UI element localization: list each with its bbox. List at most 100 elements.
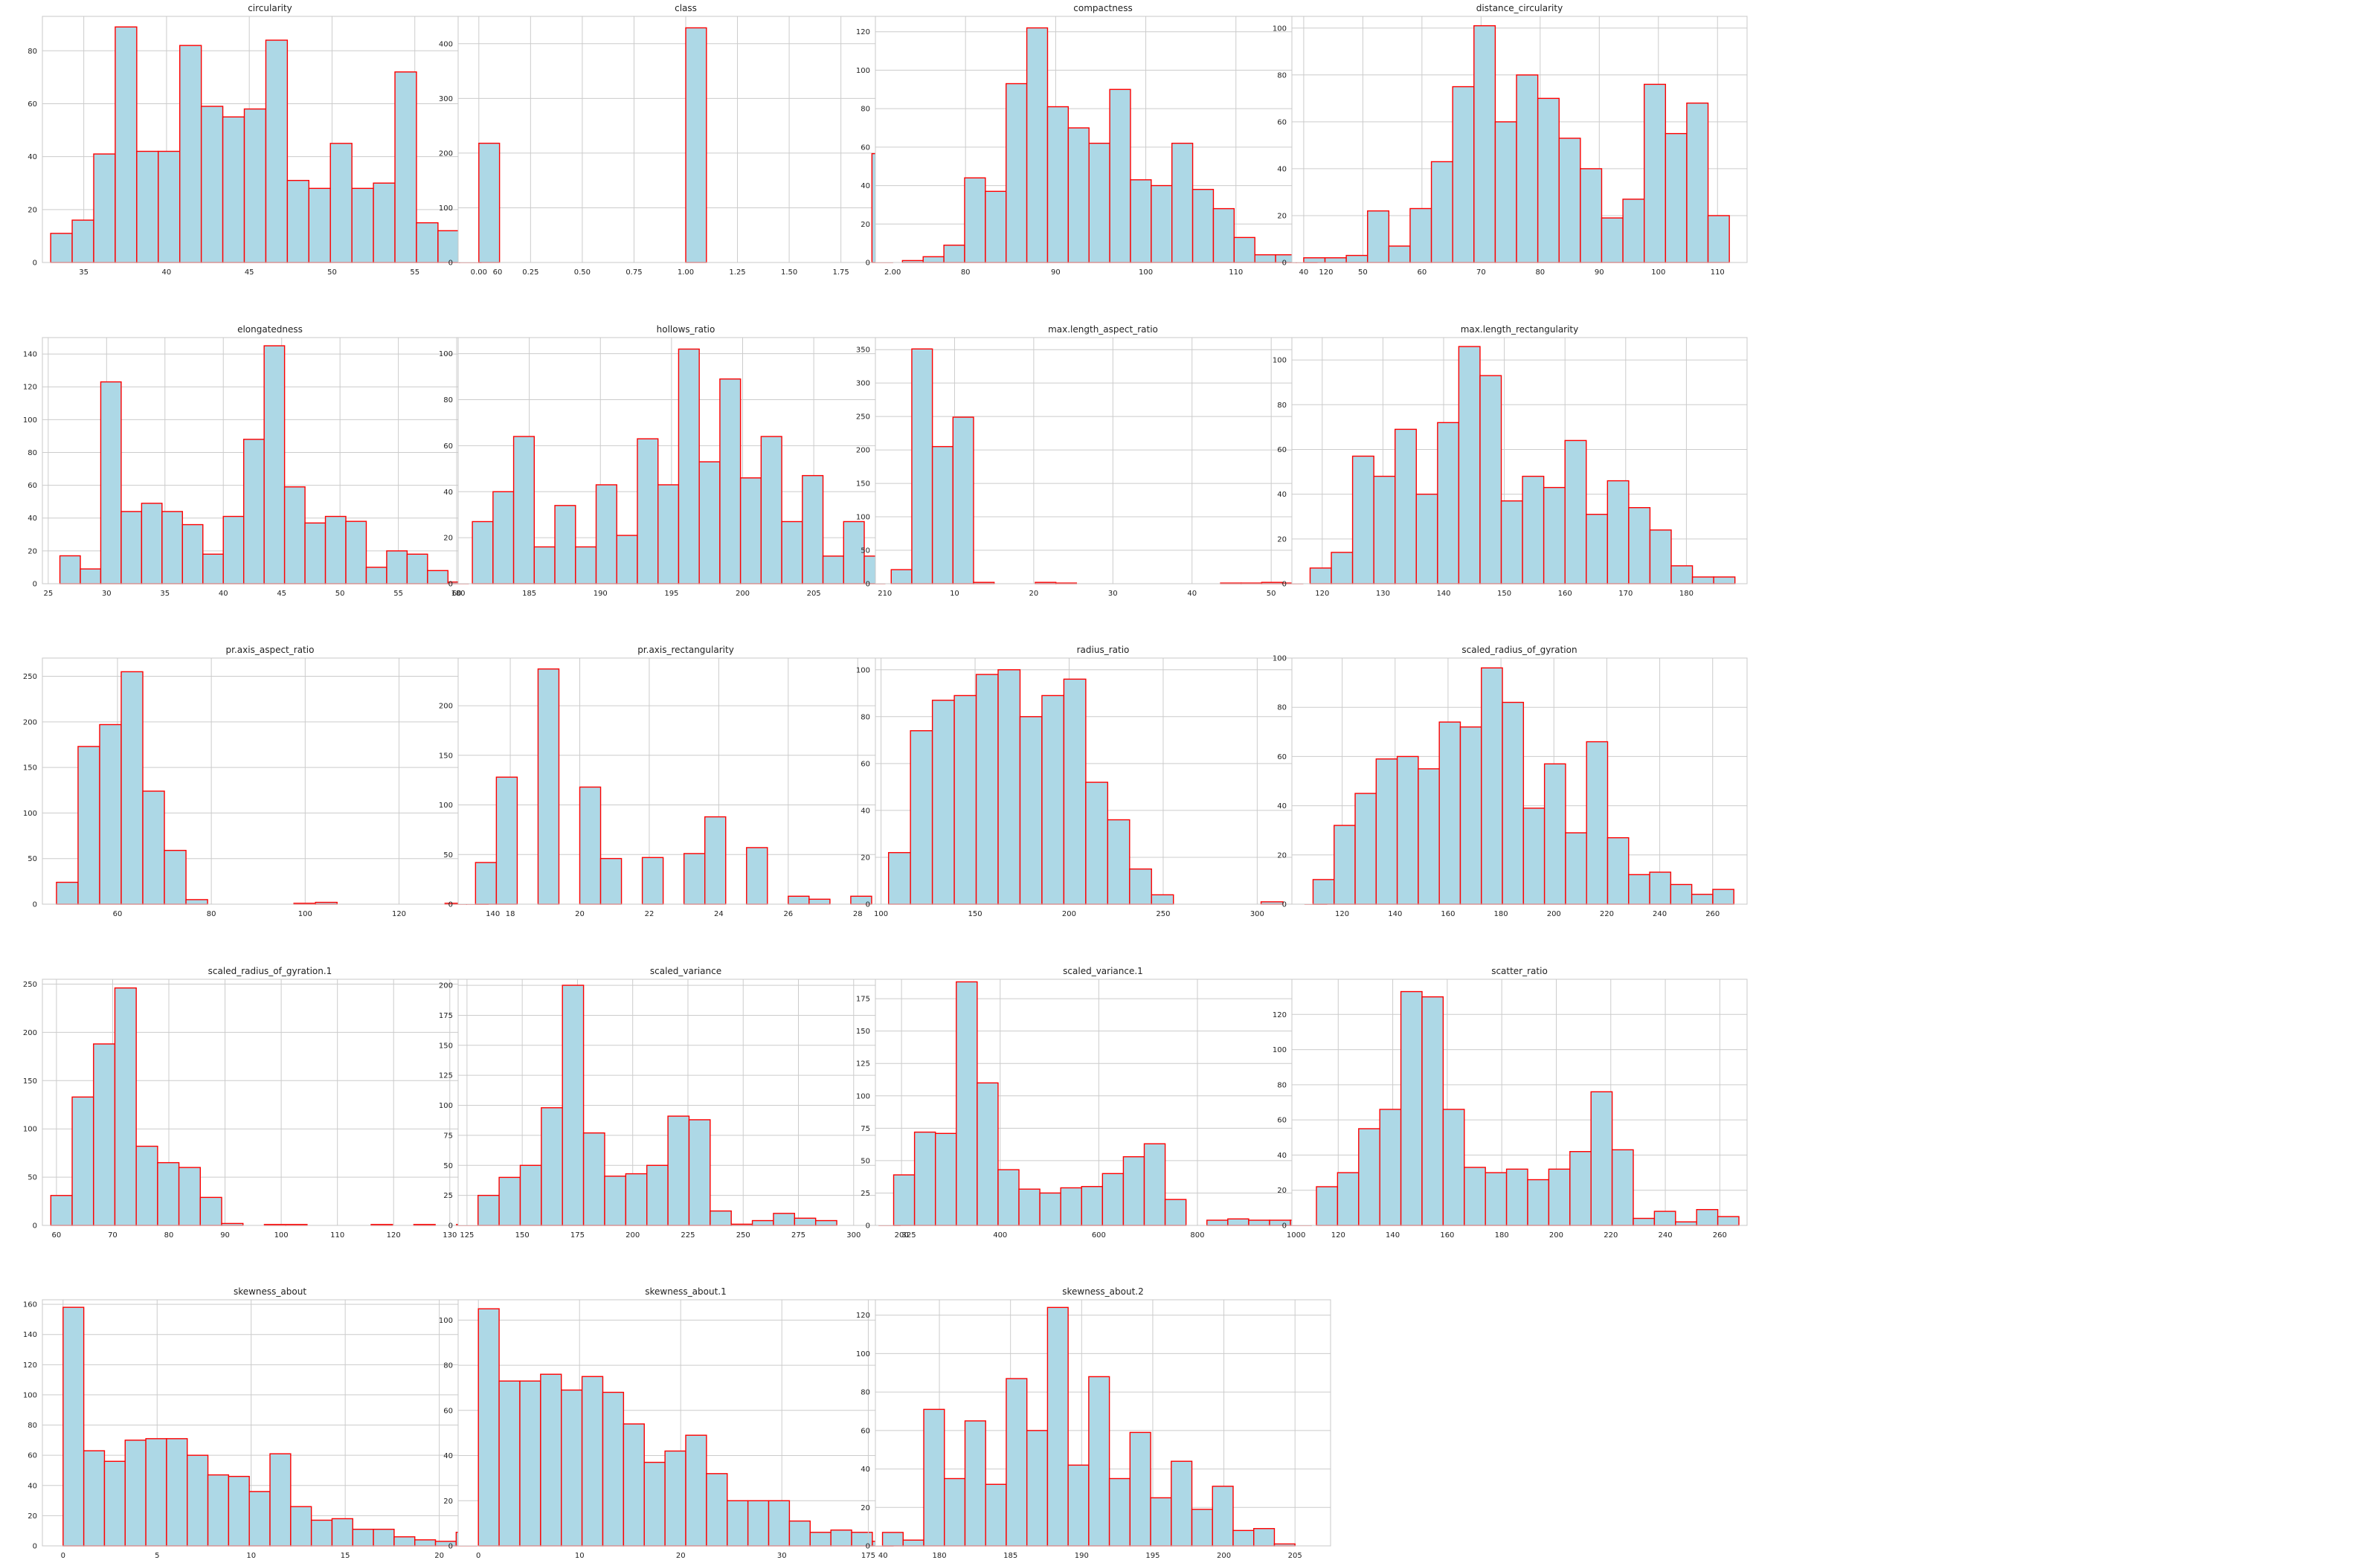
x-tick-label: 200 (1062, 910, 1076, 918)
y-tick-label: 100 (439, 350, 453, 358)
x-tick-label: 50 (335, 590, 345, 598)
x-tick-label: 10 (575, 1552, 585, 1560)
histogram-bar (345, 520, 367, 584)
histogram-bar (187, 1454, 209, 1547)
y-tick-label: 150 (439, 1042, 453, 1050)
histogram-bar (1006, 1378, 1028, 1547)
histogram-bar (1129, 1431, 1151, 1547)
histogram-bar (365, 567, 387, 584)
histogram-bar (1130, 179, 1152, 263)
histogram-bar (1026, 27, 1049, 263)
histogram-bar (1324, 257, 1347, 263)
histogram-bar (1019, 716, 1043, 905)
x-tick-label: 60 (113, 910, 123, 918)
y-tick-label: 80 (28, 1422, 37, 1430)
histogram-bar (1122, 1156, 1145, 1226)
histogram-compactness: compactness 80 90 100 110 120 0 20 40 60 80 100 120 (856, 3, 1334, 277)
histogram-bar (977, 1082, 999, 1226)
histogram-bar (472, 520, 494, 584)
y-tick-label: 0 (866, 1543, 870, 1551)
histogram-bar (1527, 1179, 1550, 1226)
histogram-bar (1312, 879, 1335, 905)
x-tick-label: 240 (1653, 910, 1667, 918)
histogram-bar (386, 550, 408, 584)
y-tick-label: 60 (861, 760, 870, 768)
histogram-bar (135, 1145, 158, 1226)
histogram-bar (120, 511, 143, 584)
histogram-pr-axis-aspect-ratio: pr.axis_aspect_ratio 60 80 100 120 140 0 50 100 1… (23, 645, 500, 918)
x-tick-label: 50 (1358, 268, 1368, 277)
chart-title: radius_ratio (1077, 645, 1130, 655)
histogram-bar (1494, 121, 1517, 263)
histogram-bar (512, 436, 536, 584)
x-tick-label: 175 (570, 1231, 585, 1240)
x-tick-label: 160 (1558, 590, 1572, 598)
y-tick-label: 40 (1277, 802, 1287, 810)
chart-title: circularity (248, 3, 292, 13)
histogram-bar (1109, 88, 1131, 263)
histogram-bar (50, 233, 73, 263)
histogram-bar (1628, 506, 1651, 584)
x-tick-label: 50 (1267, 590, 1276, 598)
histogram-bar (1151, 894, 1174, 905)
y-tick-label: 0 (866, 581, 870, 589)
histogram-bar (331, 1518, 353, 1547)
x-tick-label: 150 (515, 1231, 530, 1240)
y-tick-label: 100 (1273, 25, 1287, 33)
y-tick-label: 250 (23, 981, 37, 989)
histogram-bar (1649, 529, 1672, 584)
y-tick-label: 40 (28, 1482, 37, 1490)
histogram-bar (579, 786, 602, 905)
histogram-bar (1269, 1219, 1291, 1226)
y-tick-label: 0 (33, 260, 37, 268)
histogram-bar (1580, 168, 1603, 263)
x-tick-label: 55 (393, 590, 403, 598)
y-tick-label: 200 (23, 718, 37, 726)
histogram-bar (1691, 894, 1714, 905)
plot-frame (1291, 16, 1748, 263)
histogram-max-length-rectangularity: max.length_rectangularity 120 130 140 150 160… (1273, 324, 1748, 598)
y-tick-label: 100 (1273, 1046, 1287, 1054)
histogram-bar (794, 1217, 817, 1226)
y-tick-label: 0 (448, 581, 453, 589)
histogram-bar (540, 1373, 562, 1547)
x-tick-label: 150 (968, 910, 982, 918)
y-tick-label: 50 (28, 1174, 37, 1182)
histogram-bar (1473, 25, 1496, 263)
x-tick-label: 1.25 (729, 268, 745, 277)
histogram-bar (1437, 422, 1460, 584)
x-tick-label: 5 (155, 1552, 159, 1560)
histogram-bar (1622, 199, 1645, 263)
y-tick-label: 75 (443, 1132, 453, 1140)
x-tick-label: 200 (1549, 1231, 1563, 1240)
x-tick-label: 60 (452, 590, 462, 598)
chart-title: pr.axis_rectangularity (637, 645, 734, 655)
histogram-bar (537, 668, 560, 905)
histogram-bar (604, 1176, 627, 1226)
y-tick-label: 20 (1277, 212, 1287, 220)
y-tick-label: 60 (1277, 446, 1287, 454)
histogram-bar (222, 515, 245, 584)
histogram-bar (595, 484, 617, 584)
y-tick-label: 0 (1282, 581, 1287, 589)
histogram-bar (685, 1434, 707, 1547)
y-tick-label: 160 (23, 1301, 37, 1309)
histogram-bar (533, 546, 556, 584)
histogram-bar (1430, 161, 1453, 263)
x-tick-label: 0 (61, 1552, 65, 1560)
y-tick-label: 40 (443, 489, 453, 497)
y-tick-label: 80 (1277, 71, 1287, 80)
x-tick-label: 205 (1288, 1552, 1302, 1560)
y-tick-label: 20 (861, 1504, 870, 1512)
y-tick-label: 40 (861, 807, 870, 815)
histogram-bar (985, 1483, 1007, 1547)
x-tick-label: 28 (853, 910, 863, 918)
x-tick-label: 0.50 (574, 268, 591, 277)
histogram-bar (1379, 1109, 1402, 1226)
x-tick-label: 90 (220, 1231, 230, 1240)
histogram-bar (698, 461, 721, 584)
histogram-bar (1696, 1209, 1719, 1226)
x-tick-label: 200 (1547, 910, 1561, 918)
x-tick-label: 20 (575, 910, 585, 918)
